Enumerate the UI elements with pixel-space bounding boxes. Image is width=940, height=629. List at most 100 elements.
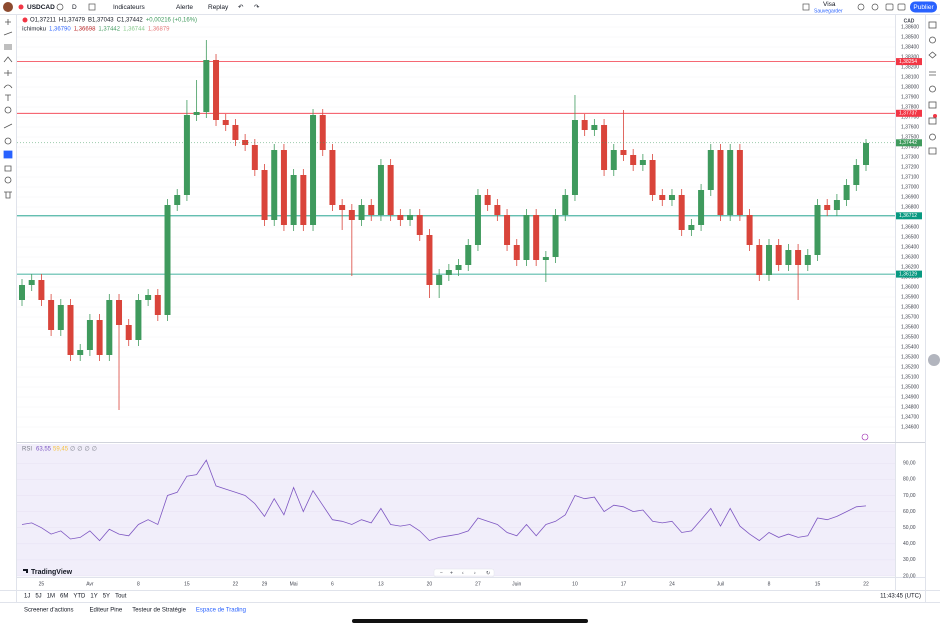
y-tick-label: 1,35200: [901, 364, 919, 370]
panel-tab[interactable]: Testeur de Stratégie: [132, 608, 186, 614]
ohlc-value: C1,37442: [117, 18, 144, 24]
text-tool[interactable]: [5, 94, 11, 101]
ichimoku-value: 1,36879: [148, 27, 170, 33]
measure-tool[interactable]: [3, 123, 13, 129]
y-tick-label: 1,38500: [901, 34, 919, 40]
candle-body: [48, 300, 55, 330]
candle-body: [639, 160, 646, 165]
y-tick-label: 1,36500: [901, 234, 919, 240]
rsi-line: [21, 459, 867, 542]
candle-body: [387, 165, 394, 215]
layers-icon[interactable]: [928, 51, 937, 59]
rsi-value: ∅: [92, 446, 97, 453]
candle-body: [426, 235, 433, 285]
zoom-tool[interactable]: [4, 137, 12, 145]
watchlist-icon[interactable]: [928, 21, 937, 29]
candle-body: [174, 195, 181, 205]
candle-body: [164, 205, 171, 315]
events-icon[interactable]: [861, 433, 869, 441]
line-tool[interactable]: [3, 31, 13, 36]
crosshair-tool[interactable]: [5, 19, 11, 25]
y-tick-label: 1,35400: [901, 344, 919, 350]
range-button[interactable]: 6M: [60, 594, 68, 600]
scroll-handle[interactable]: [928, 354, 940, 366]
delete-tool[interactable]: [4, 191, 12, 199]
level-tag: [896, 212, 922, 220]
ideas-icon[interactable]: [928, 101, 937, 109]
zoom-controls: − + ‹ › ↻: [433, 568, 495, 578]
layout-name[interactable]: Visa: [823, 1, 836, 8]
ichimoku-value: 1,36790: [49, 27, 71, 33]
candle-body: [814, 205, 821, 255]
range-button[interactable]: 5J: [35, 594, 41, 600]
panel-tab[interactable]: Screener d'actions: [24, 608, 74, 614]
candle-body: [688, 225, 695, 230]
x-tick-label: 27: [475, 581, 481, 587]
candle-body: [290, 175, 297, 225]
replay-button[interactable]: Replay: [208, 4, 229, 11]
pattern-tool[interactable]: [3, 56, 13, 63]
panel-tab[interactable]: Espace de Trading: [196, 608, 246, 614]
chart-type-icon[interactable]: [88, 3, 96, 11]
x-tick-label: 15: [184, 581, 190, 587]
projection-tool[interactable]: [4, 70, 12, 76]
alerts-icon[interactable]: [929, 36, 936, 44]
redo-icon[interactable]: ↷: [254, 4, 260, 11]
candle-body: [436, 275, 443, 285]
rsi-tick-label: 30,00: [903, 557, 916, 563]
avatar[interactable]: [3, 2, 13, 12]
chat-icon[interactable]: [928, 117, 937, 125]
icon-tool[interactable]: [4, 106, 12, 114]
x-tick-label: 6: [331, 581, 334, 587]
settings-icon[interactable]: [871, 3, 879, 11]
candle-body: [833, 200, 840, 210]
lock-tool[interactable]: [4, 165, 12, 172]
candle-body: [251, 145, 258, 170]
undo-icon[interactable]: ↶: [238, 4, 244, 11]
panel-tab[interactable]: Editeur Pine: [90, 608, 123, 614]
publish-button[interactable]: [910, 1, 937, 13]
fib-tool[interactable]: [4, 44, 12, 50]
ichimoku-value: 1,36744: [123, 27, 145, 33]
notes-icon[interactable]: [928, 147, 937, 155]
range-button[interactable]: Tout: [115, 594, 127, 600]
y-tick-label: 1,36800: [901, 204, 919, 210]
fullscreen-icon[interactable]: [885, 3, 894, 11]
range-button[interactable]: 1J: [24, 594, 30, 600]
add-symbol-icon[interactable]: [56, 3, 64, 11]
candle-body: [358, 205, 365, 220]
search-icon[interactable]: [857, 3, 865, 11]
rsi-value: ∅: [70, 446, 75, 453]
alert-button[interactable]: Alerte: [176, 4, 193, 11]
range-button[interactable]: 5Y: [103, 594, 110, 600]
brush-tool[interactable]: [3, 84, 13, 89]
scroll-right[interactable]: ›: [474, 570, 476, 576]
y-tick-label: 1,37400: [901, 144, 919, 150]
calendar-icon[interactable]: [929, 85, 936, 93]
range-button[interactable]: YTD: [73, 594, 86, 600]
save-button[interactable]: Sauvegarder: [814, 8, 843, 14]
eye-tool[interactable]: [4, 176, 12, 184]
news-icon[interactable]: [929, 71, 936, 76]
zoom-in[interactable]: +: [450, 570, 453, 576]
layout-icon[interactable]: [802, 3, 810, 11]
reset-view[interactable]: ↻: [486, 570, 490, 576]
candle-body: [455, 265, 462, 270]
x-tick-label: 15: [815, 581, 821, 587]
interval[interactable]: D: [72, 4, 77, 11]
publish-label[interactable]: Publier: [913, 4, 934, 11]
symbol[interactable]: USDCAD: [27, 4, 55, 11]
range-button[interactable]: 1M: [47, 594, 55, 600]
y-tick-label: 1,37700: [901, 114, 919, 120]
scroll-left[interactable]: ‹: [462, 570, 464, 576]
y-tick-label: 1,35700: [901, 314, 919, 320]
panel-tabs: Screener d'actions Editeur Pine Testeur de…: [24, 608, 246, 614]
zoom-out[interactable]: −: [440, 570, 443, 576]
indicators-button[interactable]: Indicateurs: [113, 4, 146, 11]
snapshot-icon[interactable]: [897, 3, 906, 11]
range-button[interactable]: 1Y: [90, 594, 97, 600]
magnet-tool[interactable]: [3, 150, 13, 159]
candle-body: [242, 140, 249, 145]
candle-body: [736, 150, 743, 215]
help-icon[interactable]: [929, 133, 936, 141]
